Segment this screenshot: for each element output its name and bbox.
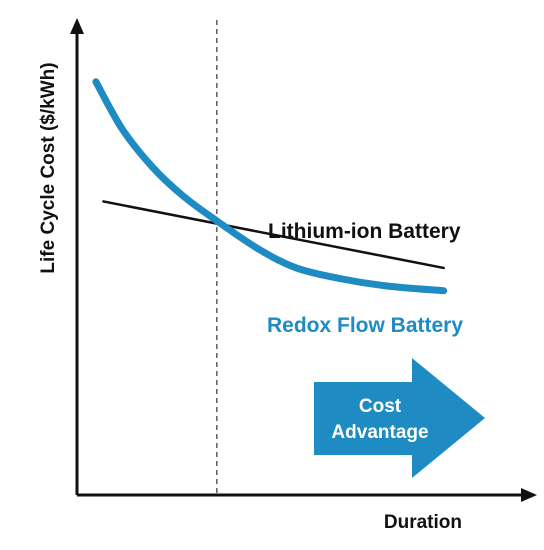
cost-advantage-arrow: Cost Advantage (314, 358, 485, 478)
series-line-redox-flow (92, 78, 448, 295)
series-line-lithium-ion (102, 200, 445, 270)
x-axis-title: Duration (384, 512, 462, 533)
arrow-shape (314, 358, 485, 478)
series-layer (92, 78, 448, 295)
y-axis-arrowhead (70, 18, 84, 34)
y-axis-title: Life Cycle Cost ($/kWh) (38, 62, 59, 273)
series-label-lithium-ion: Lithium-ion Battery (268, 220, 461, 243)
arrow-label-line-2: Advantage (331, 422, 428, 443)
axes (70, 18, 537, 502)
series-label-redox-flow: Redox Flow Battery (267, 314, 463, 337)
x-axis-arrowhead (521, 488, 537, 502)
arrow-label-line-1: Cost (359, 396, 402, 417)
